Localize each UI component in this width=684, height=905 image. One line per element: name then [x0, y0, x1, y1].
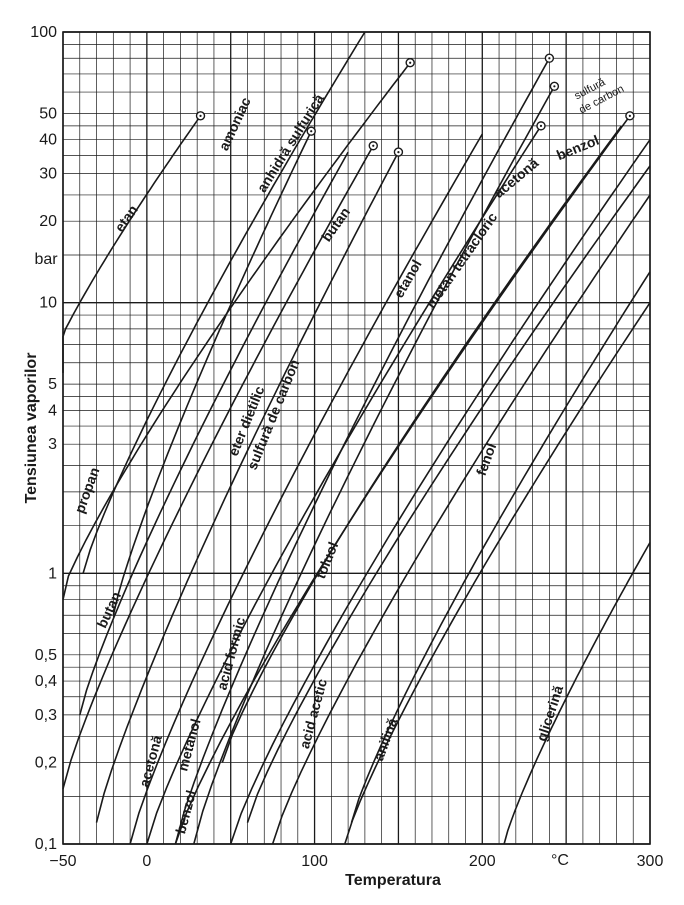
curve-label: etan	[111, 202, 141, 235]
critical-point-dot	[548, 57, 551, 60]
curve-label: benzol	[172, 788, 199, 835]
curve-line	[246, 165, 651, 823]
y-tick-label: 0,3	[35, 707, 57, 724]
critical-point-dot	[628, 114, 631, 117]
curve-label: propan	[71, 465, 102, 515]
critical-point-dot	[409, 61, 412, 64]
y-tick-label: 0,4	[35, 673, 57, 690]
y-tick-label: 20	[39, 213, 57, 230]
curve-label: etanol	[390, 257, 424, 301]
critical-point-dot	[553, 85, 556, 88]
curve-line	[174, 57, 551, 845]
x-tick-label: −50	[49, 853, 76, 870]
y-tick-label: 50	[39, 105, 57, 122]
curve-line	[62, 115, 202, 373]
y-axis-title: Tensiunea vaporilor	[23, 353, 40, 504]
curve-annotation: benzol	[554, 132, 601, 163]
curve-line	[221, 125, 623, 763]
curve-label: metan tetracloric	[422, 209, 500, 311]
curve-line	[112, 130, 312, 616]
curve-label: metanol	[174, 717, 203, 773]
y-tick-label: 0,2	[35, 755, 57, 772]
x-tick-label: 100	[301, 853, 328, 870]
critical-point-dot	[310, 130, 313, 133]
y-axis-unit: bar	[34, 251, 58, 268]
curve-line	[271, 194, 651, 845]
curve-label: glicerină	[533, 683, 566, 743]
critical-point-dot	[397, 150, 400, 154]
y-tick-label: 5	[48, 376, 57, 393]
y-tick-label: 100	[30, 24, 57, 41]
x-axis-title: Temperatura	[345, 872, 441, 889]
curve-line	[193, 85, 556, 845]
critical-point-dot	[199, 114, 202, 117]
curve-line	[344, 302, 651, 845]
curve-line	[129, 133, 483, 845]
y-tick-label: 40	[39, 132, 57, 149]
curve-line	[503, 542, 651, 845]
curve-label: amoniac	[215, 94, 254, 152]
curve-line	[229, 139, 651, 845]
x-tick-label: 0	[142, 853, 151, 870]
y-tick-label: 1	[48, 565, 57, 582]
y-tick-label: 0,5	[35, 647, 57, 664]
y-tick-label: 30	[39, 166, 57, 183]
x-tick-label: 200	[469, 853, 496, 870]
curve-line	[79, 151, 349, 716]
critical-point-dot	[372, 144, 375, 147]
curve-label: anilină	[370, 716, 400, 763]
y-tick-label: 3	[48, 436, 57, 453]
y-tick-label: 4	[48, 402, 57, 419]
tick-labels: −50 0 100 200 300 0,1 0,2 0,3 0,4 0,5 1 3 4 5 10 20 30 40…	[30, 24, 663, 870]
curve-line	[82, 31, 366, 574]
curve-label: toluol	[312, 540, 341, 581]
curve-line	[62, 145, 374, 790]
curve-label: fenol	[473, 441, 499, 478]
curves	[62, 31, 651, 845]
curve-line	[62, 62, 411, 600]
plot-frame	[62, 31, 651, 845]
y-tick-label: 10	[39, 295, 57, 312]
critical-point-dot	[539, 124, 543, 127]
curve-line	[95, 151, 400, 823]
curve-line	[350, 271, 651, 823]
curve-label: acid formic	[213, 615, 248, 691]
curve-line	[174, 115, 631, 845]
curve-label: acetonă	[136, 733, 165, 788]
y-tick-label: 0,1	[35, 836, 57, 853]
x-axis-unit: °C	[551, 852, 569, 869]
x-tick-label: 300	[637, 853, 664, 870]
curve-label: butan	[93, 589, 124, 630]
